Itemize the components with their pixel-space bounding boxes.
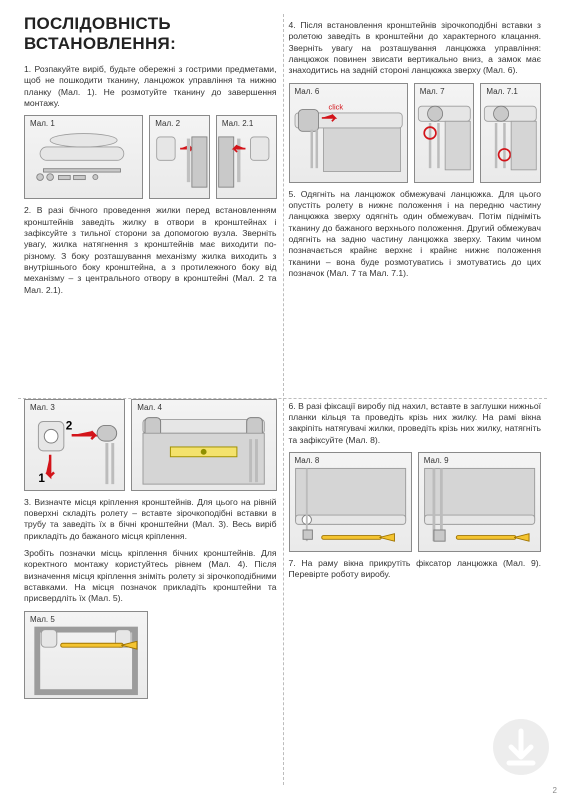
page-number: 2 [553,786,557,795]
figure-4: Мал. 4 [131,399,276,491]
svg-text:1: 1 [38,472,45,485]
figure-2-1: Мал. 2.1 [216,115,277,199]
figure-3: Мал. 3 2 1 [24,399,125,491]
step-4-text: 4. Після встановлення кронштейнів зірочк… [289,20,542,77]
figure-9: Мал. 9 [418,452,541,552]
step-6-text: 6. В разі фіксації виробу під нахил, вст… [289,401,542,446]
column-1-top: ПОСЛІДОВНІСТЬ ВСТАНОВЛЕННЯ: 1. Розпакуйт… [18,14,283,385]
column-2-top: 4. Після встановлення кронштейнів зірочк… [283,14,548,385]
figure-8: Мал. 8 [289,452,412,552]
step-3b-text: Зробіть позначки місць кріплення бічних … [24,548,277,605]
step-2-text: 2. В разі бічного проведення жилки перед… [24,205,277,296]
figure-7: Мал. 7 [414,83,475,183]
figure-7-1: Мал. 7.1 [480,83,541,183]
figure-1: Мал. 1 [24,115,143,199]
svg-text:2: 2 [66,419,73,432]
figure-5: Мал. 5 [24,611,148,699]
figure-2: Мал. 2 [149,115,210,199]
figure-6: Мал. 6 click [289,83,408,183]
fig-row-3: Мал. 3 2 1 Мал. 4 [24,399,277,491]
fig-row-6: Мал. 8 Мал. 9 [289,452,542,552]
watermark-icon [491,717,551,777]
click-label: click [328,102,343,111]
fig-row-5: Мал. 5 [24,611,277,699]
page-title: ПОСЛІДОВНІСТЬ ВСТАНОВЛЕННЯ: [24,14,277,54]
step-3-text: 3. Визначте місця кріплення кронштейнів.… [24,497,277,542]
column-1-bottom: Мал. 3 2 1 Мал. 4 [18,385,283,785]
step-7-text: 7. На раму вікна прикрутіть фіксатор лан… [289,558,542,581]
step-1-text: 1. Розпакуйте виріб, будьте обережні з г… [24,64,277,109]
fig-row-4: Мал. 6 click Мал. 7 [289,83,542,183]
step-5-text: 5. Одягніть на ланцюжок обмежувачі ланцю… [289,189,542,280]
fig-row-1: Мал. 1 Мал. 2 [24,115,277,199]
